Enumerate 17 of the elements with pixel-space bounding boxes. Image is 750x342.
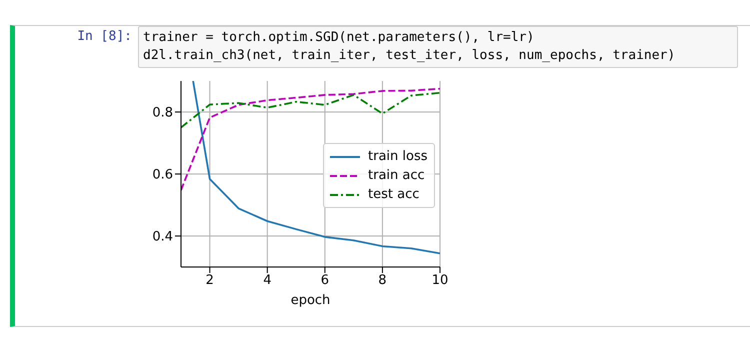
line-series: [192, 81, 440, 254]
text: trainer = torch.optim.SGD(net.parameters(), lr=lr): [143, 29, 536, 47]
x-tick-label: 8: [378, 273, 387, 288]
line-series: [181, 92, 440, 128]
y-tick-label: 0.8: [152, 106, 173, 121]
text: d2l.train_ch3(net, train_iter, test_iter, loss, num_epochs, trainer): [143, 47, 676, 65]
y-tick-label: 0.4: [152, 230, 173, 245]
text: In [8]:: [76, 29, 132, 44]
legend-label: test acc: [368, 187, 420, 202]
x-tick-label: 6: [320, 273, 330, 288]
x-tick-label: 2: [206, 273, 214, 288]
x-axis-title: epoch: [290, 293, 330, 308]
legend-label: train acc: [368, 168, 425, 183]
x-tick-label: 4: [263, 273, 272, 288]
x-tick-label: 10: [432, 273, 448, 288]
legend-label: train loss: [368, 149, 428, 164]
y-tick-label: 0.6: [152, 168, 173, 183]
